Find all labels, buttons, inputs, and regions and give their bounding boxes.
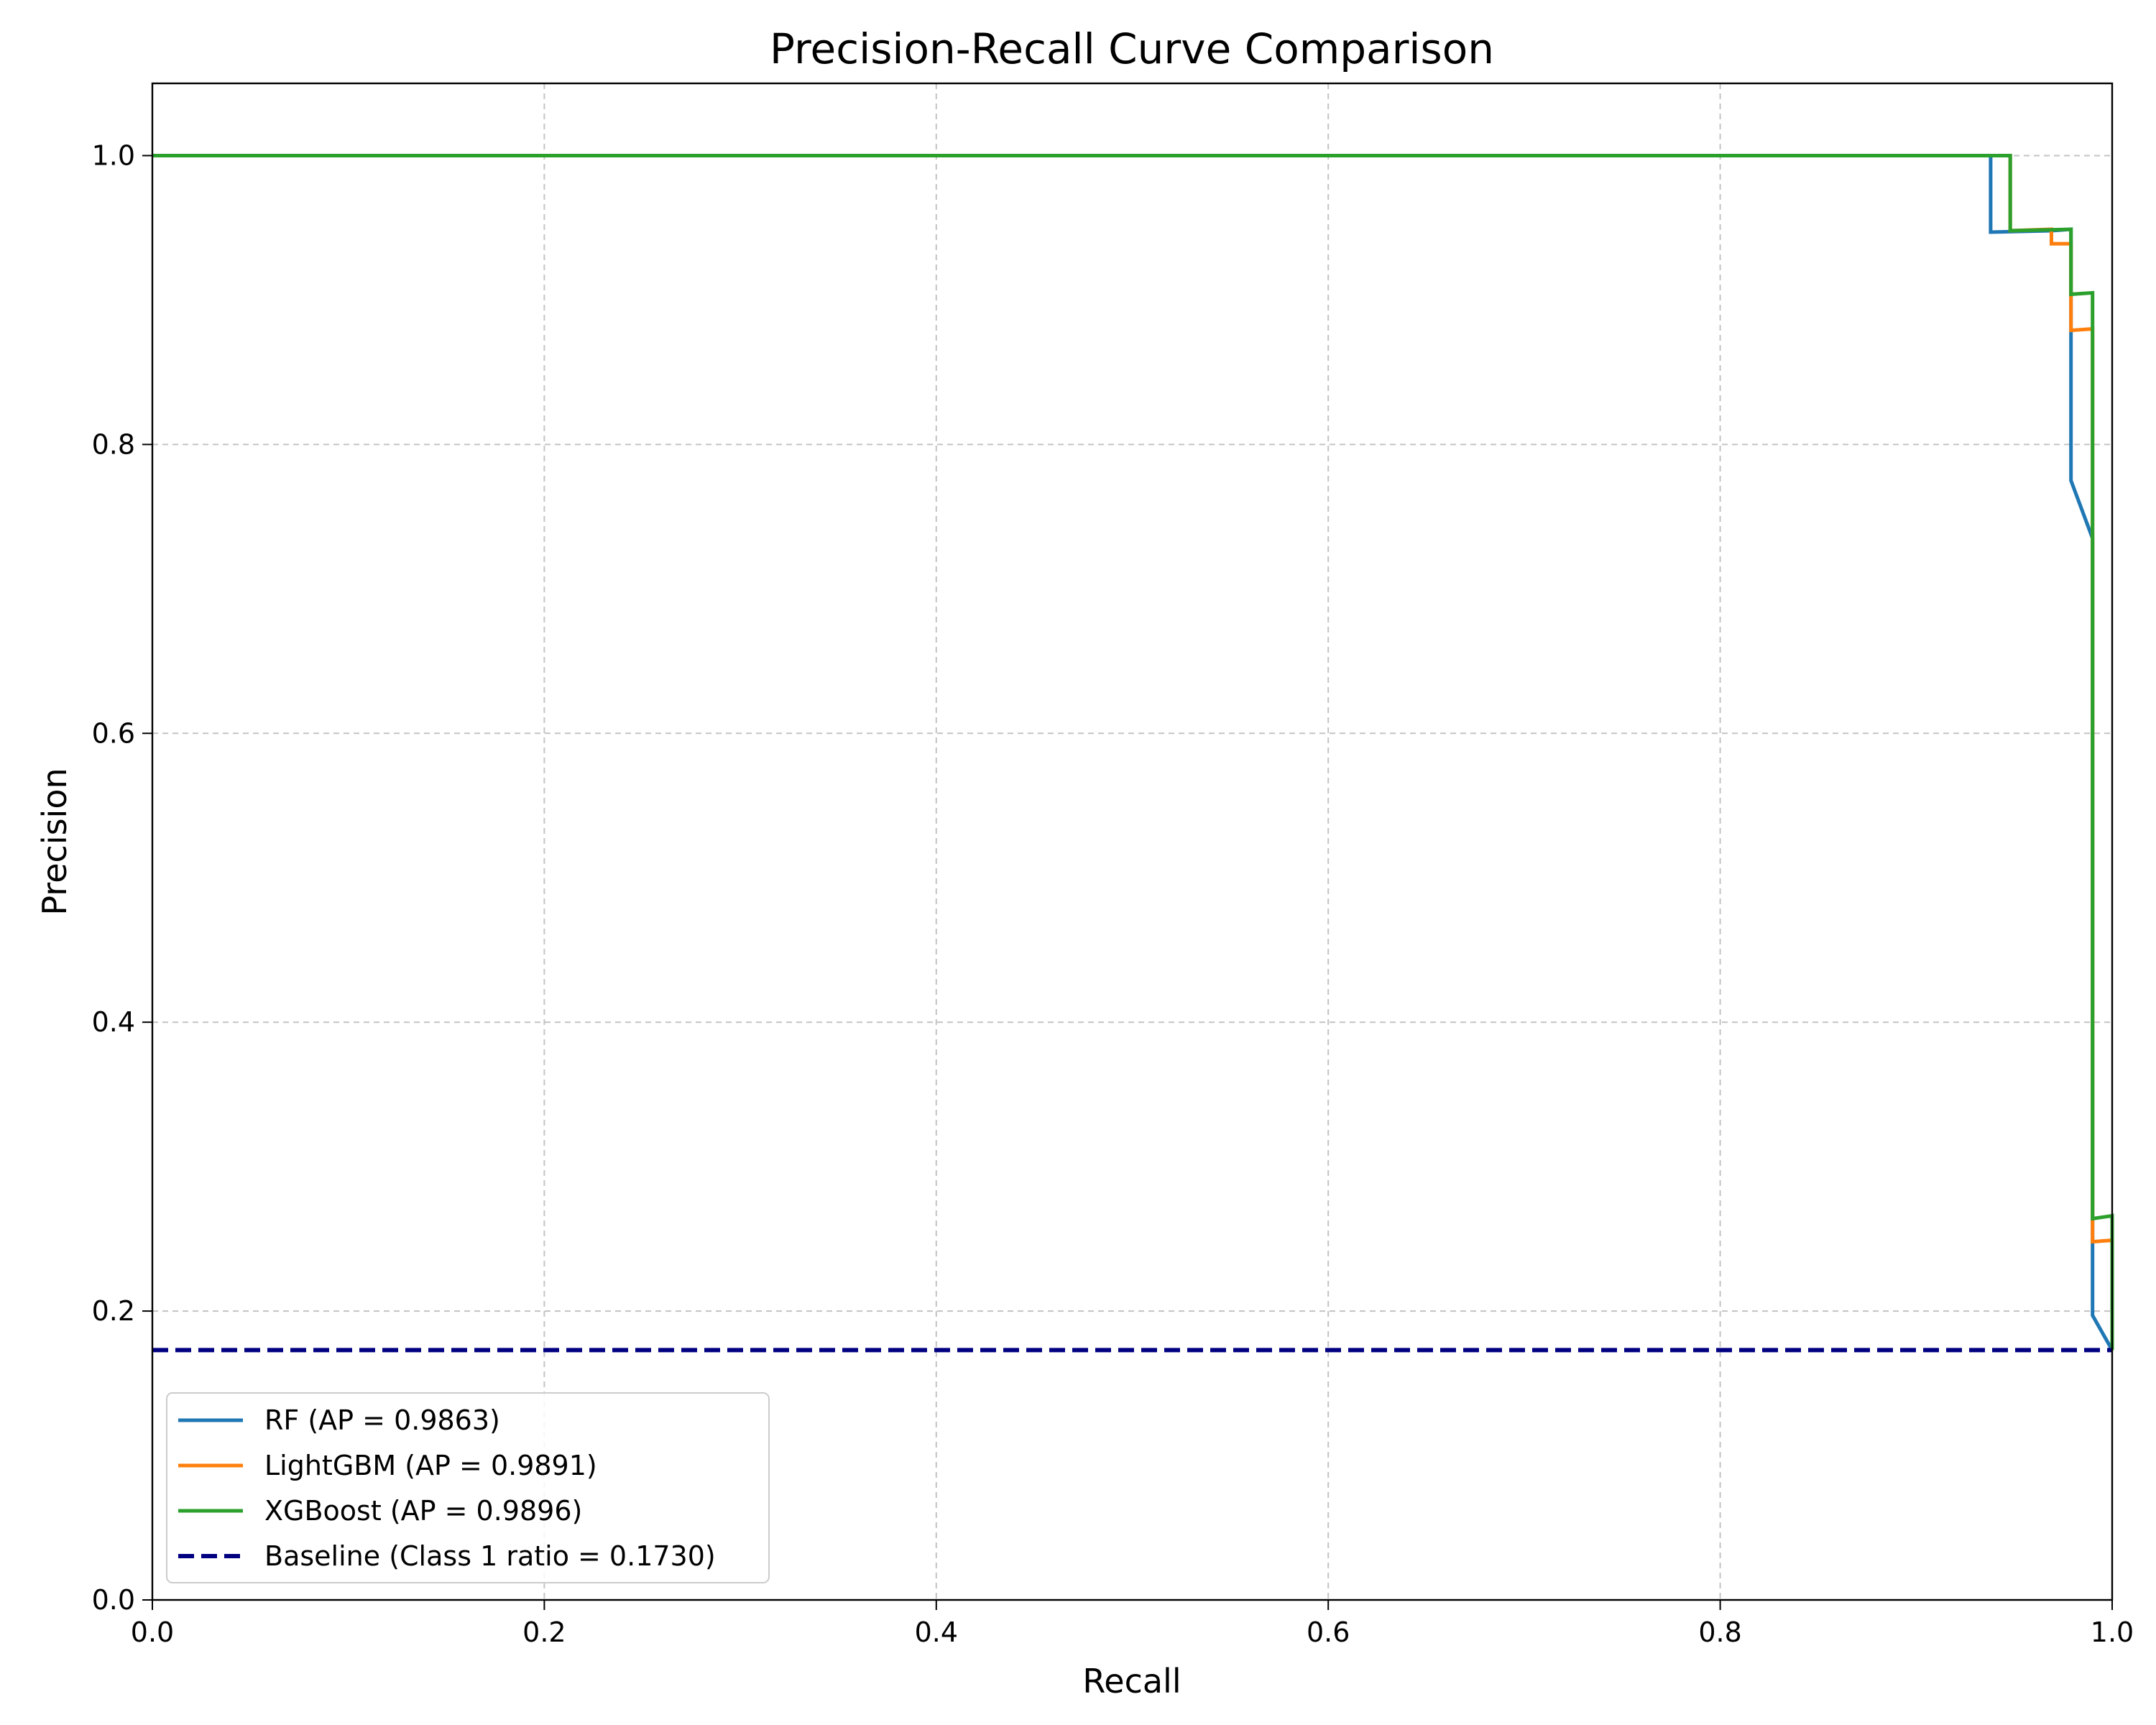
series-lines: [152, 154, 2114, 1353]
chart-title: Precision-Recall Curve Comparison: [770, 24, 1494, 73]
y-axis-label: Precision: [35, 768, 74, 915]
x-tick-label: 0.4: [915, 1616, 958, 1648]
x-tick-label: 0.2: [522, 1616, 566, 1648]
legend-label-xgboost: XGBoost (AP = 0.9896): [264, 1495, 582, 1527]
plot-area: [152, 83, 2112, 1600]
legend-label-lightgbm: LightGBM (AP = 0.9891): [264, 1450, 597, 1481]
axis-ticks: 0.0 0.2 0.4 0.6 0.8 1.0 0.0 0.2 0.4 0.6 0.8 1.0: [92, 139, 2134, 1648]
x-tick-label: 0.8: [1698, 1616, 1741, 1648]
x-axis-label: Recall: [1082, 1662, 1181, 1701]
y-tick-label: 0.0: [92, 1584, 135, 1616]
legend: RF (AP = 0.9863) LightGBM (AP = 0.9891) XG…: [166, 1392, 770, 1583]
y-tick-label: 0.6: [92, 717, 135, 749]
x-tick-label: 0.0: [131, 1616, 174, 1648]
y-tick-label: 0.2: [92, 1295, 135, 1327]
series-line-xgboost: [152, 154, 2114, 1351]
y-tick-label: 0.4: [92, 1006, 135, 1038]
plot-frame: [151, 82, 2114, 1601]
legend-box: [166, 1392, 770, 1583]
x-tick-label: 1.0: [2091, 1616, 2134, 1648]
y-tick-label: 1.0: [92, 139, 135, 171]
legend-label-rf: RF (AP = 0.9863): [264, 1404, 500, 1436]
legend-label-baseline: Baseline (Class 1 ratio = 0.1730): [264, 1540, 716, 1572]
y-tick-label: 0.8: [92, 428, 135, 460]
x-tick-label: 0.6: [1307, 1616, 1350, 1648]
